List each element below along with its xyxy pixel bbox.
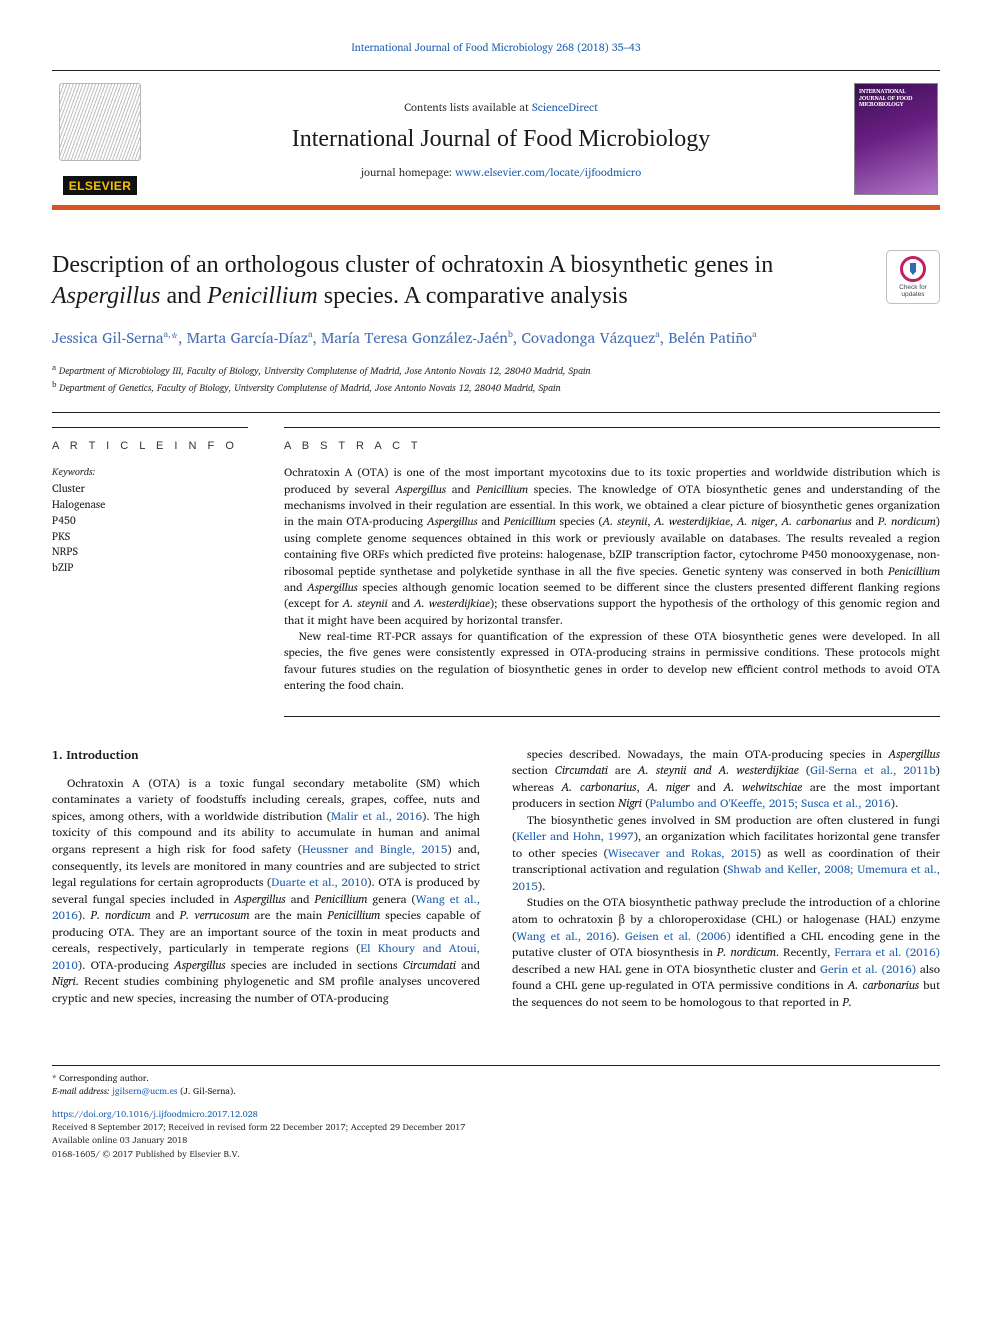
affiliation-a: a Department of Microbiology III, Facult… (52, 362, 940, 379)
check-updates-text: Check forupdates (899, 285, 927, 298)
keywords-label: Keywords: (52, 464, 248, 480)
email-line: E-mail address: jgilsern@ucm.es (J. Gil-… (52, 1084, 940, 1097)
contents-line: Contents lists available at ScienceDirec… (166, 98, 836, 116)
available-online: Available online 03 January 2018 (52, 1133, 940, 1146)
copyright: 0168-1605/ © 2017 Published by Elsevier … (52, 1147, 940, 1160)
top-citation: International Journal of Food Microbiolo… (52, 38, 940, 56)
abstract: A B S T R A C T Ochratoxin A (OTA) is on… (284, 427, 940, 716)
crossmark-icon (900, 256, 926, 282)
affiliations: a Department of Microbiology III, Facult… (52, 362, 940, 396)
journal-cover-thumb: INTERNATIONAL JOURNAL OF FOOD MICROBIOLO… (854, 83, 938, 195)
rule-top (52, 412, 940, 413)
body-para: The biosynthetic genes involved in SM pr… (512, 813, 940, 896)
article-info: A R T I C L E I N F O Keywords: Cluster … (52, 427, 248, 716)
affiliation-b: b Department of Genetics, Faculty of Bio… (52, 379, 940, 396)
keywords-list: Cluster Halogenase P450 PKS NRPS bZIP (52, 481, 248, 576)
check-for-updates-badge[interactable]: Check forupdates (886, 250, 940, 304)
body-para: Ochratoxin A (OTA) is a toxic fungal sec… (52, 776, 480, 1008)
rule-abstract-bottom (284, 716, 940, 717)
banner-center: Contents lists available at ScienceDirec… (166, 83, 836, 195)
keyword: P450 (52, 513, 248, 529)
sciencedirect-link[interactable]: ScienceDirect (532, 98, 598, 116)
banner-right: INTERNATIONAL JOURNAL OF FOOD MICROBIOLO… (854, 83, 940, 195)
article-title: Description of an orthologous cluster of… (52, 250, 872, 311)
abstract-label: A B S T R A C T (284, 440, 940, 452)
elsevier-wordmark: ELSEVIER (63, 176, 138, 195)
article-info-label: A R T I C L E I N F O (52, 440, 248, 452)
body-para: species described. Nowadays, the main OT… (512, 747, 940, 813)
email-link[interactable]: jgilsern@ucm.es (112, 1083, 177, 1098)
banner-left: ELSEVIER (52, 83, 148, 195)
abstract-body: Ochratoxin A (OTA) is one of the most im… (284, 464, 940, 693)
homepage-line: journal homepage: www.elsevier.com/locat… (166, 163, 836, 181)
cover-title: INTERNATIONAL JOURNAL OF FOOD MICROBIOLO… (859, 88, 933, 108)
section-heading: 1. Introduction (52, 747, 480, 764)
info-abstract-row: A R T I C L E I N F O Keywords: Cluster … (52, 427, 940, 716)
abstract-para: New real-time RT-PCR assays for quantifi… (284, 628, 940, 694)
keyword: bZIP (52, 560, 248, 576)
homepage-prefix: journal homepage: (361, 163, 455, 181)
keyword: PKS (52, 529, 248, 545)
authors: Jessica Gil-Sernaa,*, Marta García-Díaza… (52, 327, 940, 348)
homepage-link[interactable]: www.elsevier.com/locate/ijfoodmicro (455, 163, 641, 181)
footer-block: * Corresponding author. E-mail address: … (52, 1065, 940, 1159)
abstract-para: Ochratoxin A (OTA) is one of the most im… (284, 464, 940, 628)
keyword: Halogenase (52, 497, 248, 513)
contents-prefix: Contents lists available at (404, 98, 532, 116)
keyword: NRPS (52, 544, 248, 560)
body-para: Studies on the OTA biosynthetic pathway … (512, 895, 940, 1011)
article-head: Description of an orthologous cluster of… (52, 250, 940, 311)
journal-title: International Journal of Food Microbiolo… (166, 126, 836, 153)
elsevier-tree-icon (59, 83, 141, 161)
body-columns: 1. Introduction Ochratoxin A (OTA) is a … (52, 747, 940, 1012)
journal-banner: ELSEVIER Contents lists available at Sci… (52, 70, 940, 210)
